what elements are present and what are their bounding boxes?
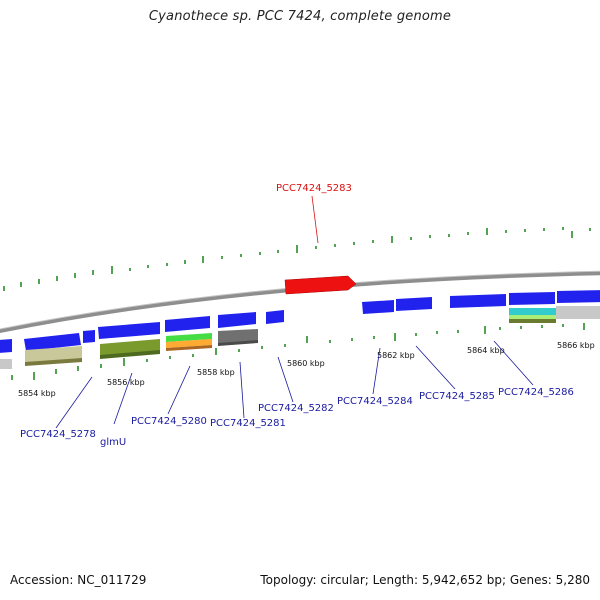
gene-label-pcc7424-5278[interactable]: PCC7424_5278 (20, 429, 96, 440)
gene-label-pcc7424-5281[interactable]: PCC7424_5281 (210, 418, 286, 429)
gene-pcc7424-5280[interactable] (165, 316, 210, 332)
gene-left-edge[interactable] (0, 339, 12, 353)
feature-tracks (0, 306, 600, 369)
scale-label-5864: 5864 kbp (467, 346, 505, 355)
scale-label-5862: 5862 kbp (377, 351, 415, 360)
gene-pcc7424-5284[interactable] (362, 300, 394, 314)
scale-labels: 5854 kbp 5856 kbp 5858 kbp 5860 kbp 5862… (18, 341, 595, 398)
outer-tick-ring (3, 227, 591, 291)
leader-lines (55, 195, 534, 429)
genome-backbone (0, 271, 600, 334)
gene-label-pcc7424-5282[interactable]: PCC7424_5282 (258, 403, 334, 414)
accession-text: Accession: NC_011729 (10, 573, 147, 587)
gene-pcc7424-5281[interactable] (218, 312, 256, 328)
gene-label-pcc7424-5284[interactable]: PCC7424_5284 (337, 396, 413, 407)
scale-label-5858: 5858 kbp (197, 368, 235, 377)
gene-pcc7424-5283[interactable] (284, 275, 357, 295)
forward-genes (284, 275, 600, 314)
gene-small-a[interactable] (83, 330, 95, 343)
gene-label-pcc7424-5280[interactable]: PCC7424_5280 (131, 416, 207, 427)
gene-label-pcc7424-5283[interactable]: PCC7424_5283 (276, 183, 352, 194)
gene-label-pcc7424-5286[interactable]: PCC7424_5286 (498, 387, 574, 398)
scale-label-5860: 5860 kbp (287, 359, 325, 368)
gene-pcc7424-5285[interactable] (396, 297, 432, 311)
gene-glmu[interactable] (98, 322, 160, 339)
gene-pcc7424-5278[interactable] (24, 333, 81, 351)
scale-label-5856: 5856 kbp (107, 378, 145, 387)
scale-label-5866: 5866 kbp (557, 341, 595, 350)
genome-summary-text: Topology: circular; Length: 5,942,652 bp… (260, 573, 590, 587)
gene-pcc7424-5282[interactable] (266, 310, 284, 324)
gene-forward-a[interactable] (509, 292, 555, 305)
gene-pcc7424-5286[interactable] (450, 294, 506, 308)
reverse-genes (0, 310, 284, 353)
inner-tick-ring (11, 323, 585, 380)
gene-forward-b[interactable] (557, 290, 600, 303)
gene-label-pcc7424-5285[interactable]: PCC7424_5285 (419, 391, 495, 402)
map-title: Cyanothece sp. PCC 7424, complete genome (148, 9, 452, 24)
gene-labels: PCC7424_5283 PCC7424_5278 glmU PCC7424_5… (20, 183, 574, 448)
scale-label-5854: 5854 kbp (18, 389, 56, 398)
gene-label-glmu[interactable]: glmU (100, 437, 126, 448)
